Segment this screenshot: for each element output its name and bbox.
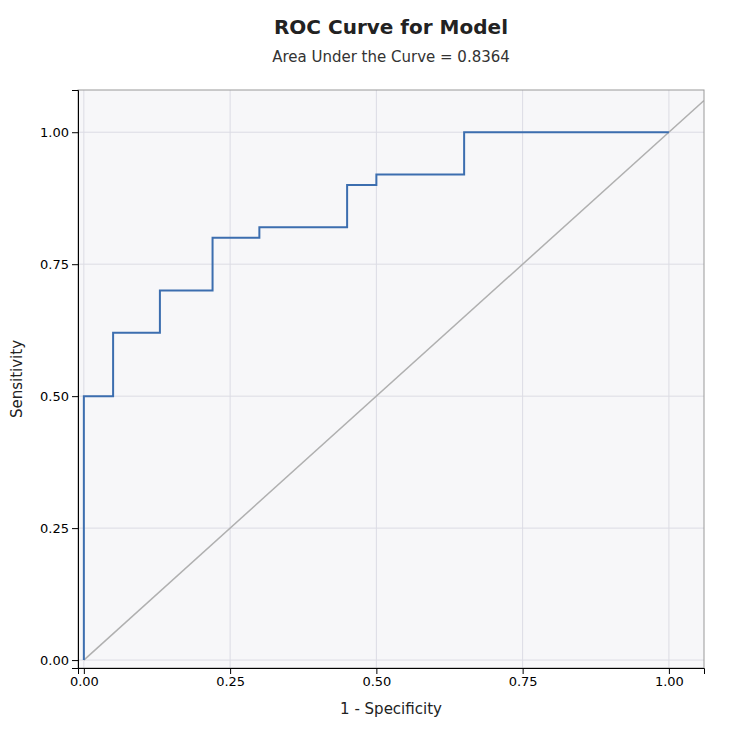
plot-frame	[78, 90, 704, 668]
series-line	[84, 101, 704, 661]
x-tick: 1.00	[655, 668, 684, 689]
subtitle: Area Under the Curve = 0.8364	[272, 48, 510, 66]
y-tick-label: 0.75	[40, 257, 69, 272]
y-tick: 0.00	[40, 653, 78, 668]
y-tick-label: 0.25	[40, 521, 69, 536]
y-tick-mark	[72, 528, 78, 529]
y-tick-mark	[72, 132, 78, 133]
plot: 0.00 0.25 0.50 0.75 1.00 0.00 0.25 0.50 0.75 1.00	[40, 90, 704, 689]
y-axis-title: Sensitivity	[8, 340, 26, 418]
y-tick: 0.50	[40, 389, 78, 404]
x-tick-label: 0.25	[216, 674, 245, 689]
y-tick-mark	[72, 660, 78, 661]
x-axis-line	[79, 669, 705, 675]
y-tick: 1.00	[40, 125, 78, 140]
x-tick: 0.25	[216, 668, 245, 689]
y-grid-line	[78, 264, 704, 265]
plot-background	[78, 90, 704, 668]
x-tick-label: 0.00	[70, 674, 99, 689]
y-grid-line	[78, 660, 704, 661]
y-axis: 0.00 0.25 0.50 0.75 1.00	[40, 91, 78, 669]
series-group	[84, 101, 704, 661]
x-axis: 0.00 0.25 0.50 0.75 1.00	[70, 668, 705, 689]
y-axis-line	[72, 91, 79, 669]
x-tick: 0.50	[362, 668, 391, 689]
y-grid-line	[78, 528, 704, 529]
y-grid-line	[78, 396, 704, 397]
y-tick-label: 1.00	[40, 125, 69, 140]
x-tick-label: 1.00	[655, 674, 684, 689]
x-tick-mark	[669, 668, 670, 674]
x-axis-title: 1 - Specificity	[340, 700, 442, 718]
x-tick-mark	[523, 668, 524, 674]
grid	[78, 90, 704, 668]
x-tick-mark	[376, 668, 377, 674]
x-tick: 0.00	[70, 668, 99, 689]
y-tick: 0.75	[40, 257, 78, 272]
y-tick-mark	[72, 264, 78, 265]
y-tick-label: 0.50	[40, 389, 69, 404]
x-grid-line	[522, 90, 523, 668]
x-tick-mark	[84, 668, 85, 674]
y-tick-mark	[72, 396, 78, 397]
y-tick-label: 0.00	[40, 653, 69, 668]
series-line	[84, 132, 669, 660]
title: ROC Curve for Model	[274, 15, 508, 39]
x-tick: 0.75	[509, 668, 538, 689]
x-grid-line	[668, 90, 669, 668]
x-tick-label: 0.75	[509, 674, 538, 689]
y-tick: 0.25	[40, 521, 78, 536]
x-tick-label: 0.50	[362, 674, 391, 689]
x-grid-line	[230, 90, 231, 668]
x-tick-mark	[230, 668, 231, 674]
chart: 0.00 0.25 0.50 0.75 1.00 0.00 0.25 0.50 0.75 1.00…	[0, 0, 732, 730]
